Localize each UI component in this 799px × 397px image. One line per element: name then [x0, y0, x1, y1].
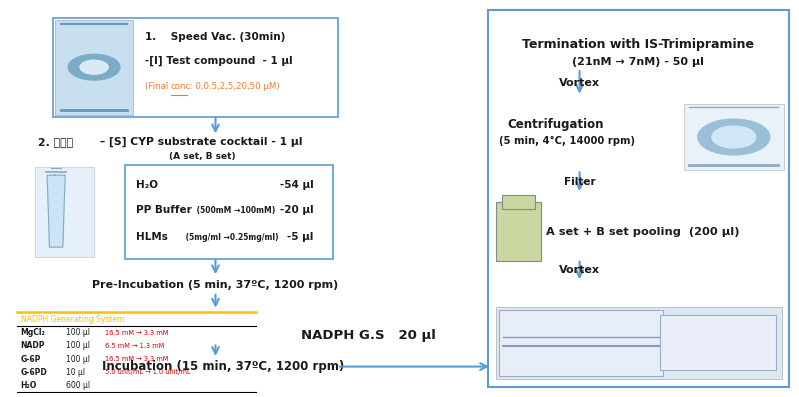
Text: Vortex: Vortex [559, 77, 600, 88]
Text: -20 μl: -20 μl [280, 205, 313, 215]
FancyBboxPatch shape [53, 17, 339, 117]
FancyBboxPatch shape [502, 195, 535, 209]
Polygon shape [47, 175, 66, 247]
Circle shape [698, 119, 770, 155]
Text: (A set, B set): (A set, B set) [169, 152, 235, 161]
Text: NADP: NADP [21, 341, 45, 351]
Text: -[I] Test compound  - 1 μl: -[I] Test compound - 1 μl [145, 56, 292, 66]
Text: (Final: (Final [145, 82, 171, 91]
Text: 2. 재용해: 2. 재용해 [38, 137, 73, 147]
Circle shape [68, 54, 120, 80]
Text: : 0,0.5,2,5,20,50 μM): : 0,0.5,2,5,20,50 μM) [186, 82, 279, 91]
FancyBboxPatch shape [496, 202, 541, 261]
Text: Filter: Filter [564, 177, 595, 187]
FancyBboxPatch shape [499, 310, 663, 376]
Circle shape [712, 126, 756, 148]
Text: NADPH Generating System: NADPH Generating System [21, 314, 124, 324]
Text: – [S] CYP substrate cocktail - 1 μl: – [S] CYP substrate cocktail - 1 μl [96, 137, 302, 147]
Text: 5.0 unit/mL → 1.0 unit/mL: 5.0 unit/mL → 1.0 unit/mL [105, 370, 191, 376]
Text: 6.5 mM → 1.3 mM: 6.5 mM → 1.3 mM [105, 343, 165, 349]
Text: Termination with IS-Trimipramine: Termination with IS-Trimipramine [523, 39, 754, 51]
Text: G-6PD: G-6PD [21, 368, 47, 377]
Text: A set + B set pooling  (200 μl): A set + B set pooling (200 μl) [546, 227, 739, 237]
Text: HLMs: HLMs [136, 232, 168, 242]
Text: H₂O: H₂O [136, 180, 157, 190]
Text: (5mg/ml →0.25mg/ml): (5mg/ml →0.25mg/ml) [183, 233, 278, 242]
Text: H₂O: H₂O [21, 381, 37, 390]
FancyBboxPatch shape [684, 104, 784, 170]
FancyBboxPatch shape [496, 306, 781, 379]
Text: 100 μl: 100 μl [66, 341, 90, 351]
Text: G-6P: G-6P [21, 355, 41, 364]
Text: (5 min, 4°C, 14000 rpm): (5 min, 4°C, 14000 rpm) [499, 136, 635, 146]
Text: MgCl₂: MgCl₂ [21, 328, 46, 337]
Circle shape [80, 60, 108, 74]
FancyBboxPatch shape [35, 168, 94, 257]
FancyBboxPatch shape [488, 10, 789, 387]
Text: -54 μl: -54 μl [280, 180, 313, 190]
Text: Pre-Incubation (5 min, 37ºC, 1200 rpm): Pre-Incubation (5 min, 37ºC, 1200 rpm) [93, 280, 339, 290]
Text: 16.5 mM → 3.3 mM: 16.5 mM → 3.3 mM [105, 330, 169, 336]
Text: -5 μl: -5 μl [287, 232, 313, 242]
Text: (500mM →100mM): (500mM →100mM) [193, 206, 275, 215]
Text: 1.    Speed Vac. (30min): 1. Speed Vac. (30min) [145, 32, 285, 42]
Text: PP Buffer: PP Buffer [136, 205, 192, 215]
Text: 100 μl: 100 μl [66, 355, 90, 364]
Text: (21nM → 7nM) - 50 μl: (21nM → 7nM) - 50 μl [572, 56, 704, 67]
Text: Centrifugation: Centrifugation [507, 118, 604, 131]
FancyBboxPatch shape [55, 19, 133, 115]
Text: Incubation (15 min, 37ºC, 1200 rpm): Incubation (15 min, 37ºC, 1200 rpm) [102, 360, 344, 373]
Text: 100 μl: 100 μl [66, 328, 90, 337]
Text: conc: conc [171, 82, 191, 91]
Text: 600 μl: 600 μl [66, 381, 90, 390]
Text: 10 μl: 10 μl [66, 368, 85, 377]
FancyBboxPatch shape [125, 166, 333, 259]
Text: 16.5 mM → 3.3 mM: 16.5 mM → 3.3 mM [105, 356, 169, 362]
Text: Vortex: Vortex [559, 266, 600, 276]
FancyBboxPatch shape [660, 315, 776, 370]
Text: NADPH G.S   20 μl: NADPH G.S 20 μl [300, 329, 435, 342]
